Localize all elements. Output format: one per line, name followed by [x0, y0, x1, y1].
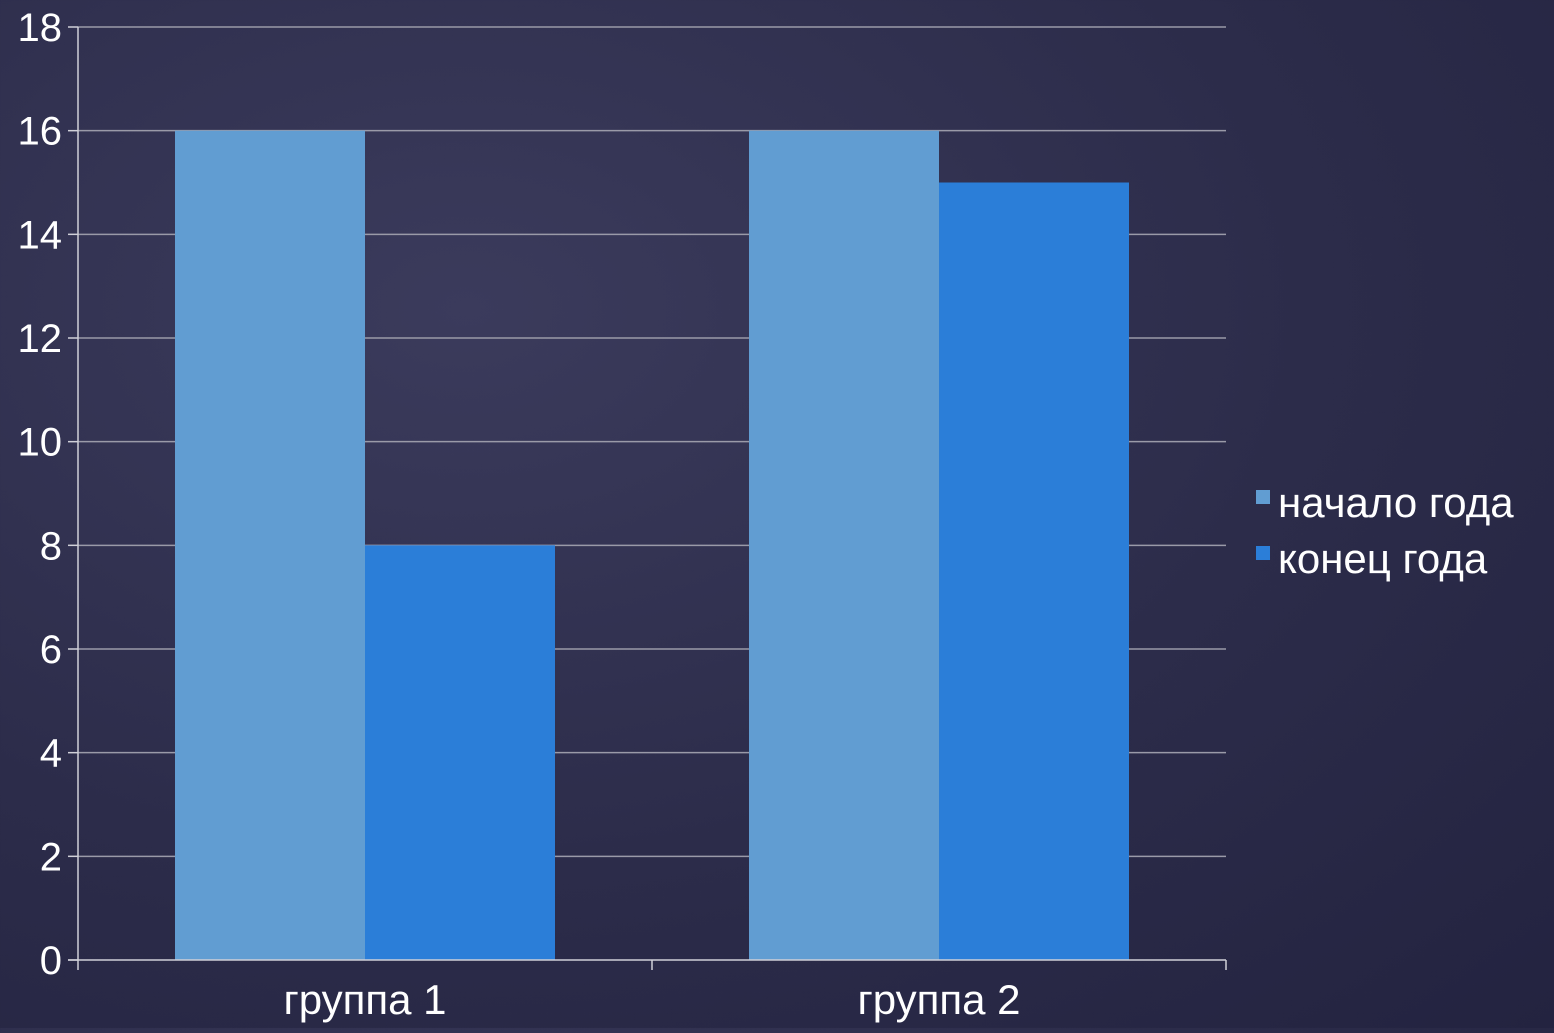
- legend-swatch-1: [1256, 490, 1270, 504]
- legend-label-2: конец года: [1278, 535, 1488, 582]
- legend-swatch-2: [1256, 546, 1270, 560]
- legend: начало года конец года: [1256, 479, 1514, 582]
- bar-1-1: [175, 130, 365, 960]
- legend-label-1: начало года: [1278, 479, 1514, 526]
- bar-2-1: [365, 545, 555, 960]
- y-tick-label-12: 12: [18, 317, 63, 361]
- y-tick-label-4: 4: [40, 732, 62, 776]
- x-category-label-2: группа 2: [857, 976, 1020, 1023]
- y-tick-label-8: 8: [40, 524, 62, 568]
- y-tick-label-0: 0: [40, 939, 62, 983]
- y-tick-labels: 0 2 4 6 8 10 12 14 16 18: [18, 6, 63, 983]
- x-category-labels: группа 1 группа 2: [283, 976, 1020, 1023]
- y-tick-label-10: 10: [18, 421, 63, 465]
- y-tick-label-14: 14: [18, 213, 63, 257]
- y-tick-label-18: 18: [18, 6, 63, 50]
- x-category-label-1: группа 1: [283, 976, 446, 1023]
- y-tick-label-2: 2: [40, 835, 62, 879]
- axes: [68, 27, 1227, 970]
- bar-2-2: [939, 182, 1129, 960]
- y-tick-label-16: 16: [18, 110, 63, 154]
- y-tick-label-6: 6: [40, 628, 62, 672]
- bars: [175, 130, 1129, 960]
- bar-1-2: [749, 130, 939, 960]
